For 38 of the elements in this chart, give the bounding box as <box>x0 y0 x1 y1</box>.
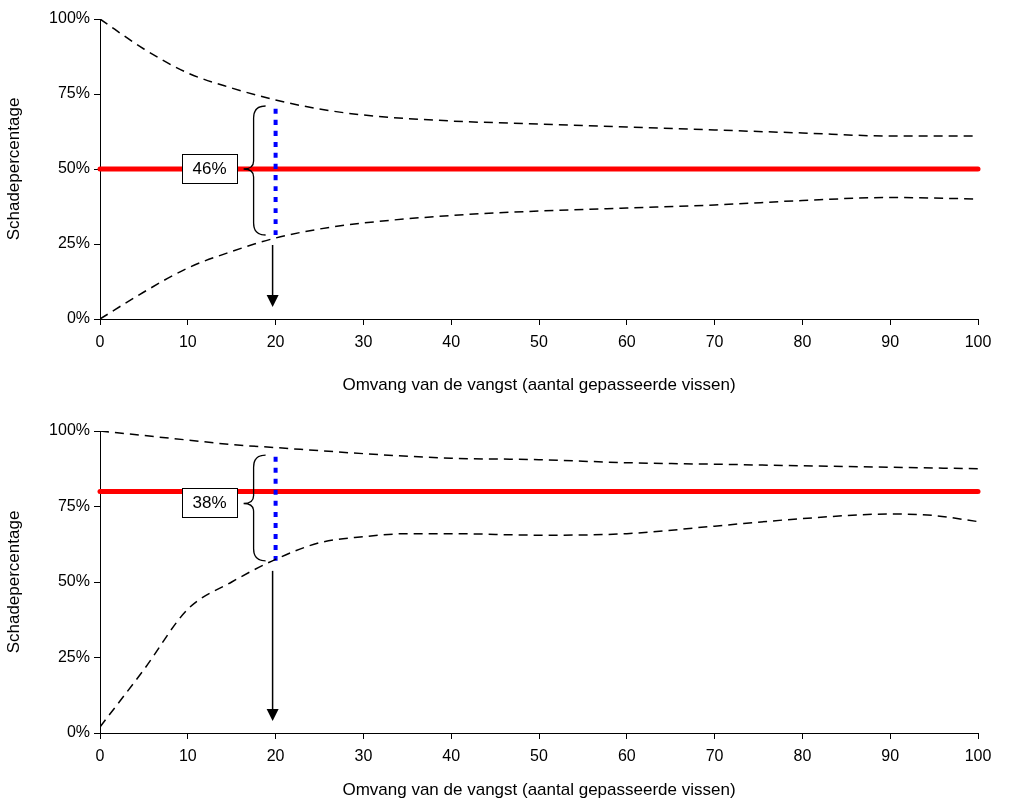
x-tick-label: 70 <box>705 747 724 765</box>
x-tick-label: 100 <box>964 747 992 765</box>
y-tick-label: 0% <box>66 723 90 741</box>
x-axis-title: Omvang van de vangst (aantal gepasseerde vissen) <box>342 375 736 395</box>
x-tick-label: 20 <box>266 333 285 351</box>
x-tick-label: 60 <box>617 747 636 765</box>
y-tick-label: 50% <box>57 159 90 177</box>
x-tick-label: 10 <box>178 747 197 765</box>
y-tick-label: 100% <box>49 421 90 439</box>
x-axis-title: Omvang van de vangst (aantal gepasseerde vissen) <box>342 780 736 800</box>
x-tick-label: 80 <box>793 333 812 351</box>
x-tick-label: 50 <box>530 747 548 765</box>
x-tick-label: 30 <box>354 747 373 765</box>
x-tick-label: 90 <box>881 333 900 351</box>
y-tick-label: 50% <box>57 572 90 590</box>
y-tick-label: 75% <box>57 496 90 514</box>
x-tick-label: 70 <box>705 333 724 351</box>
x-tick-label: 50 <box>530 333 548 351</box>
y-axis-title: Schadepercentage <box>3 97 23 241</box>
y-tick-label: 75% <box>57 84 90 102</box>
y-tick-label: 25% <box>57 234 90 252</box>
x-tick-label: 40 <box>442 747 461 765</box>
y-axis-title: Schadepercentage <box>3 510 23 654</box>
x-tick-label: 10 <box>178 333 197 351</box>
x-tick-label: 30 <box>354 333 373 351</box>
x-tick-label: 20 <box>266 747 285 765</box>
annotation: 46% <box>181 154 238 184</box>
y-tick-label: 0% <box>66 309 90 327</box>
x-tick-label: 0 <box>95 333 105 351</box>
x-tick-label: 0 <box>95 747 105 765</box>
annotation: 38% <box>181 488 238 519</box>
x-tick-label: 60 <box>617 333 636 351</box>
x-tick-label: 100 <box>964 333 992 351</box>
x-tick-label: 40 <box>442 333 461 351</box>
x-tick-label: 80 <box>793 747 812 765</box>
y-tick-label: 25% <box>57 647 90 665</box>
y-tick-label: 100% <box>49 9 90 27</box>
x-tick-label: 90 <box>881 747 900 765</box>
